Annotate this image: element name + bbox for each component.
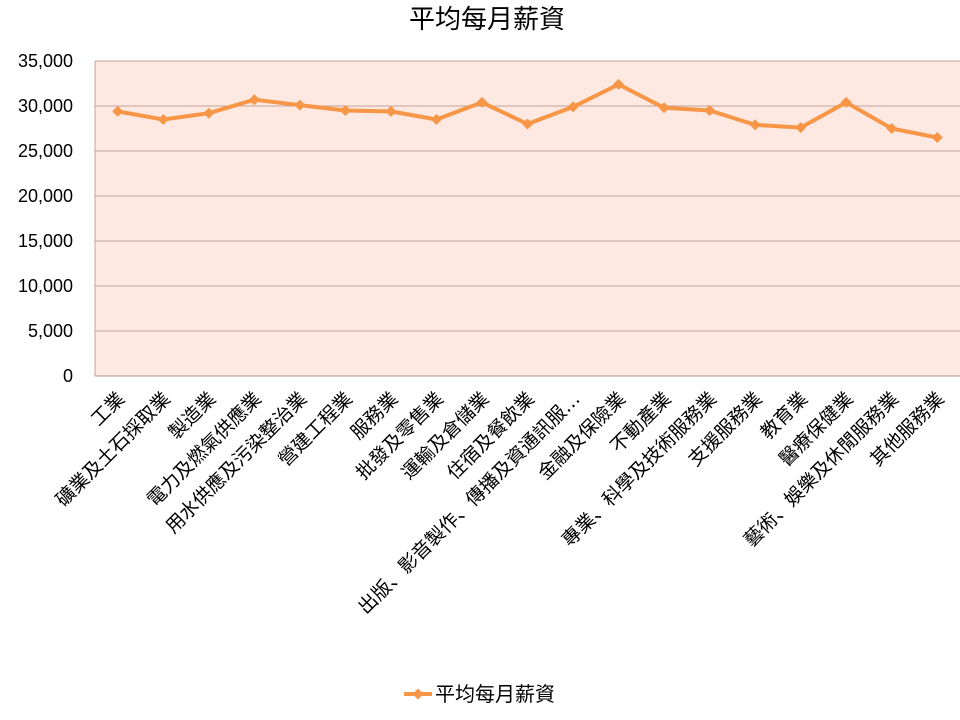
data-point (749, 119, 761, 131)
data-point (931, 132, 943, 143)
series-group (112, 78, 943, 143)
data-point (112, 105, 124, 117)
data-point (704, 105, 716, 116)
data-point (613, 78, 625, 90)
data-point (339, 105, 351, 116)
plot-area (95, 61, 960, 376)
legend: 平均每月薪資 (404, 682, 555, 706)
data-point (248, 94, 260, 106)
legend-marker (412, 688, 424, 700)
gridlines (94, 60, 960, 377)
chart-title: 平均每月薪資 (409, 5, 565, 35)
data-point (522, 118, 533, 130)
data-point (795, 122, 807, 134)
y-tick-label: 5,000 (28, 321, 73, 341)
data-point (203, 107, 215, 119)
legend-label: 平均每月薪資 (435, 682, 555, 706)
y-tick-label: 0 (63, 366, 73, 386)
y-tick-label: 20,000 (18, 186, 73, 206)
data-point (886, 123, 898, 134)
y-tick-label: 35,000 (18, 51, 73, 71)
y-tick-label: 10,000 (18, 276, 73, 296)
data-point (658, 102, 670, 114)
data-point (430, 114, 442, 125)
x-axis-ticks: 工業礦業及土石採取業製造業電力及燃氣供應業用水供應及污染整治業營建工程業服務業批… (52, 387, 949, 618)
y-tick-label: 15,000 (18, 231, 73, 251)
y-axis-ticks: 0 5,000 10,000 15,000 20,000 25,000 30,000 35,0… (18, 51, 73, 386)
data-point (294, 99, 306, 111)
data-point (385, 105, 397, 117)
y-tick-label: 30,000 (18, 96, 73, 116)
data-point (840, 96, 852, 108)
data-point (567, 101, 579, 113)
y-tick-label: 25,000 (18, 141, 73, 161)
data-point (476, 96, 488, 108)
data-point (157, 114, 169, 125)
